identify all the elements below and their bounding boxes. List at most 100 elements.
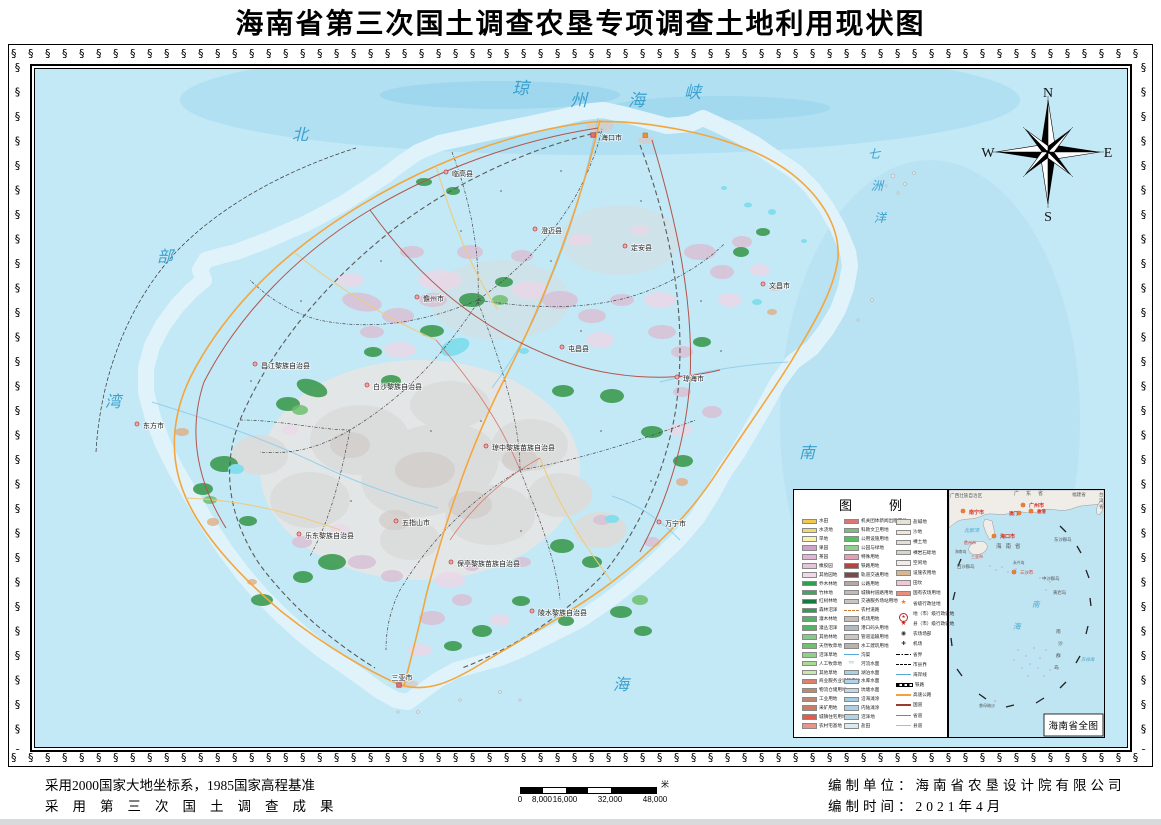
- legend-label: 县道: [913, 722, 923, 728]
- scale-tick: 32,000: [597, 795, 623, 804]
- legend-item: 沙地: [896, 527, 947, 537]
- legend-item: ◉ 农场场部: [896, 629, 947, 639]
- legend-line-swatch: [844, 609, 859, 611]
- inset-label: 南宁市: [969, 509, 984, 516]
- scale-tick: 8,000: [531, 795, 553, 804]
- legend-item: 特殊用地: [844, 553, 896, 562]
- legend-item: 内陆滩涂: [844, 704, 896, 713]
- legend-item: 公路用地: [844, 579, 896, 588]
- city-label: 琼中黎族苗族自治县: [492, 443, 555, 452]
- inset-label: 岛: [1054, 664, 1059, 671]
- legend-swatch: [802, 687, 817, 694]
- legend-swatch: [844, 625, 859, 631]
- legend-item: 商业服务业设施用地: [802, 677, 860, 686]
- legend-swatch: [802, 669, 817, 676]
- legend-label: 河流水面: [861, 660, 880, 666]
- legend-label: 沙地: [913, 529, 923, 535]
- legend-swatch: [844, 545, 859, 551]
- railways: [229, 131, 681, 669]
- legend-label: 海岸线: [913, 671, 927, 677]
- legend-item: 灌木林地: [802, 615, 844, 624]
- city-marker-dot: [395, 520, 397, 522]
- legend-label: 县（市）级行政驻地: [913, 620, 955, 626]
- legend-item: 省界: [896, 649, 947, 659]
- expressways: [173, 119, 839, 689]
- legend-item: 设施农用地: [896, 568, 947, 578]
- legend-swatch: [802, 723, 817, 729]
- sea-labels: 琼州海峡北部湾七洲洋南海: [105, 79, 888, 694]
- legend-item: 森林沼泽: [802, 606, 844, 615]
- inset-title: 海南省全图: [1048, 720, 1098, 732]
- window-bottom-edge: [0, 819, 1161, 825]
- inset-label: 南: [1032, 600, 1041, 609]
- legend-item: 田坎: [896, 578, 947, 588]
- legend-label: 裸岩石砾地: [913, 549, 936, 555]
- legend-item: 机关团体新闻出版用地: [844, 517, 907, 526]
- legend-item: 国道: [896, 700, 947, 710]
- inset-label: 香港: [1036, 508, 1046, 515]
- sea-label: 峡: [684, 83, 703, 102]
- legend-label: 橡胶园: [819, 562, 833, 568]
- legend-label: 灌丛沼泽: [819, 625, 838, 631]
- legend-swatch: [844, 687, 859, 694]
- legend-label: 盐碱地: [913, 519, 927, 525]
- city-label: 澄迈县: [541, 226, 562, 235]
- legend-swatch: [802, 652, 817, 658]
- inset-mainland: [948, 489, 1105, 529]
- legend-line-swatch: [896, 704, 911, 707]
- city-label: 三亚市: [392, 673, 413, 682]
- legend-swatch: [896, 549, 911, 556]
- scale-tick: 0: [517, 795, 523, 804]
- legend-item: 沟渠: [844, 650, 896, 659]
- legend-label: 沼泽草地: [819, 651, 838, 657]
- legend-label: 机场用地: [861, 616, 880, 622]
- legend-label: 水库水面: [861, 678, 880, 684]
- page-title: 海南省第三次国土调查农垦专项调查土地利用现状图: [235, 9, 926, 40]
- legend-item: 物流仓储用地: [802, 686, 847, 695]
- legend-item: 红树林地: [802, 597, 844, 606]
- legend-swatch: [844, 696, 859, 702]
- farm-hq-marker: [642, 132, 648, 138]
- inset-nine-dash-line: [950, 525, 1092, 708]
- landuse-green-patches: [193, 178, 770, 651]
- mountain-cores: [330, 432, 538, 530]
- legend-item: 城镇村道路用地: [844, 588, 896, 597]
- scale-bar-segments: [520, 787, 657, 794]
- inset-city-star-dot: [993, 535, 995, 537]
- legend-item: 天然牧草地: [802, 641, 844, 650]
- legend-item: 铁路: [896, 680, 947, 690]
- legend-label: 高速公路: [913, 692, 932, 698]
- legend-line-swatch: [896, 725, 911, 727]
- legend-line-swatch: [896, 694, 911, 697]
- legend-swatch: [844, 527, 859, 534]
- legend-swatch: [802, 634, 817, 640]
- agency-line: 编制单位：海南省农垦设计院有限公司: [828, 778, 1126, 793]
- scale-bar-unit: 米: [661, 780, 669, 789]
- legend-item: 农村宅基地: [802, 721, 844, 730]
- legend-swatch: [844, 598, 859, 605]
- city-marker-dot: [624, 245, 626, 247]
- legend-label: 公用设施用地: [861, 536, 889, 542]
- legend-label: 沟渠: [861, 651, 871, 657]
- legend-symbol-dotring: ◉: [900, 631, 907, 638]
- legend-label: 茶园: [819, 554, 829, 559]
- legend-swatch: [896, 539, 911, 546]
- legend-symbol-star1: ★: [900, 599, 907, 607]
- city-label: 昌江黎族自治县: [261, 361, 310, 370]
- legend-item: 公用设施用地: [844, 535, 896, 544]
- legend-swatch: [802, 554, 817, 560]
- city-label: 保亭黎族苗族自治县: [457, 559, 520, 568]
- legend-item: 县道: [896, 721, 947, 731]
- legend-label: 设施农用地: [913, 570, 936, 576]
- legend-symbol-cross: ✚: [901, 640, 906, 647]
- inset-label: 南: [1056, 628, 1061, 635]
- city-label: 定安县: [631, 243, 652, 252]
- legend-swatch: [802, 625, 817, 631]
- legend-label: 商业服务业设施用地: [819, 678, 861, 684]
- legend-item: ★ 县（市）级行政驻地: [896, 619, 955, 629]
- inset-sea: [949, 490, 1104, 737]
- legend-swatch: [802, 643, 817, 649]
- legend-label: 坑塘水面: [861, 687, 880, 693]
- sea-shade: [610, 96, 830, 120]
- legend-label: 森林沼泽: [819, 607, 838, 613]
